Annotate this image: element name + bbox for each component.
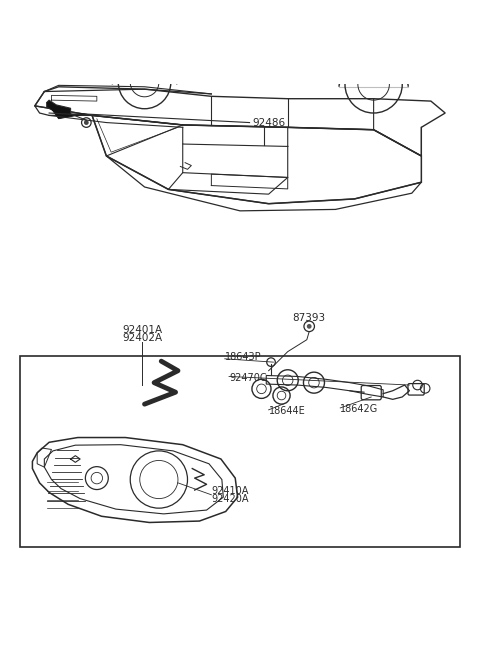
- Circle shape: [84, 120, 89, 125]
- Circle shape: [307, 324, 312, 329]
- Text: 92401A: 92401A: [122, 325, 162, 335]
- Text: 92402A: 92402A: [122, 333, 162, 343]
- Text: 92410A: 92410A: [211, 486, 249, 496]
- Text: 18642G: 18642G: [340, 404, 378, 414]
- Text: 87393: 87393: [293, 313, 326, 323]
- Polygon shape: [47, 103, 85, 119]
- Text: 92420A: 92420A: [211, 494, 249, 504]
- Polygon shape: [47, 100, 71, 114]
- Text: 92470C: 92470C: [229, 373, 267, 383]
- Text: 18644E: 18644E: [269, 406, 305, 416]
- Text: 18643P: 18643P: [225, 352, 261, 362]
- Text: 92486: 92486: [252, 118, 285, 128]
